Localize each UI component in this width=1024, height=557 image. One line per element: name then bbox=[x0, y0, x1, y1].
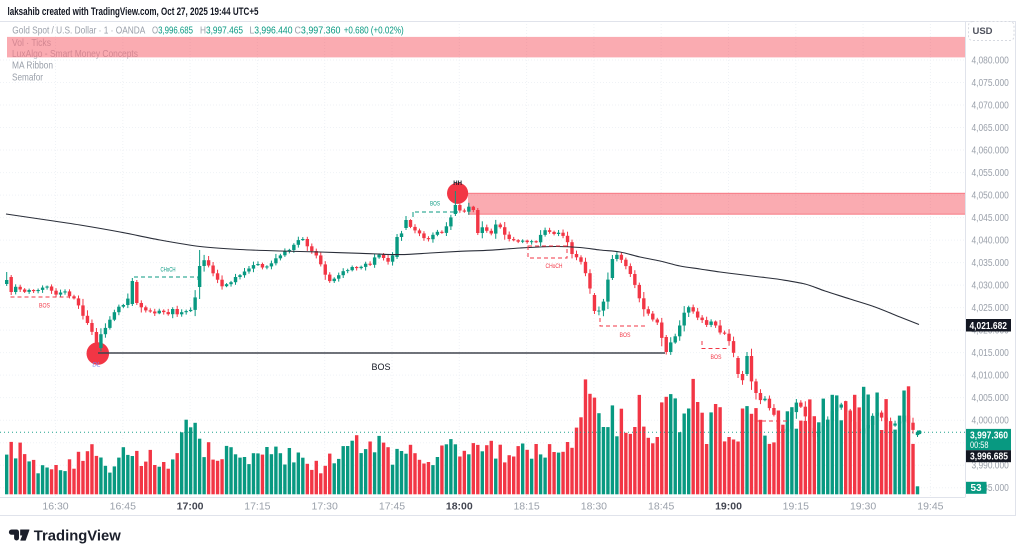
svg-text:4,021.682: 4,021.682 bbox=[970, 321, 1008, 332]
svg-text:4,065.000: 4,065.000 bbox=[972, 123, 1010, 134]
svg-text:3,997.360: 3,997.360 bbox=[970, 430, 1008, 441]
svg-text:3,996.685: 3,996.685 bbox=[970, 452, 1008, 463]
svg-text:4,070.000: 4,070.000 bbox=[972, 101, 1010, 112]
svg-text:BOS: BOS bbox=[430, 202, 440, 208]
svg-text:BOS: BOS bbox=[371, 362, 390, 372]
svg-text:4,045.000: 4,045.000 bbox=[972, 213, 1010, 224]
svg-text:H3,997.465: H3,997.465 bbox=[200, 25, 243, 37]
svg-text:17:45: 17:45 bbox=[379, 501, 405, 513]
svg-text:4,055.000: 4,055.000 bbox=[972, 168, 1010, 179]
svg-text:4,075.000: 4,075.000 bbox=[972, 78, 1010, 89]
svg-text:4,030.000: 4,030.000 bbox=[972, 281, 1010, 292]
svg-text:CHoCH: CHoCH bbox=[546, 264, 563, 270]
svg-text:C3,997.360: C3,997.360 bbox=[295, 25, 341, 37]
svg-text:4,010.000: 4,010.000 bbox=[972, 371, 1010, 382]
svg-text:19:15: 19:15 bbox=[783, 501, 809, 513]
svg-text:19:30: 19:30 bbox=[850, 501, 876, 513]
svg-text:O3,996.685: O3,996.685 bbox=[152, 25, 193, 37]
svg-text:Gold Spot / U.S. Dollar · 1 ·: Gold Spot / U.S. Dollar · 1 · OANDA bbox=[12, 25, 145, 37]
svg-text:4,050.000: 4,050.000 bbox=[972, 191, 1010, 202]
svg-text:LuxAlgo - Smart Money Concepts: LuxAlgo - Smart Money Concepts bbox=[12, 48, 138, 60]
svg-text:4,015.000: 4,015.000 bbox=[972, 348, 1010, 359]
svg-text:BOS: BOS bbox=[39, 304, 50, 310]
svg-text:19:45: 19:45 bbox=[917, 501, 943, 513]
svg-text:4,025.000: 4,025.000 bbox=[972, 303, 1010, 314]
svg-text:53: 53 bbox=[970, 483, 982, 494]
svg-text:4,080.000: 4,080.000 bbox=[972, 56, 1010, 67]
svg-text:HH: HH bbox=[453, 181, 462, 187]
svg-text:L3,996.440: L3,996.440 bbox=[250, 25, 293, 37]
svg-text:16:30: 16:30 bbox=[42, 501, 68, 513]
svg-text:USD: USD bbox=[972, 26, 992, 37]
svg-text:16:45: 16:45 bbox=[110, 501, 136, 513]
svg-text:4,060.000: 4,060.000 bbox=[972, 146, 1010, 157]
svg-text:Semafor: Semafor bbox=[12, 72, 43, 84]
svg-text:4,035.000: 4,035.000 bbox=[972, 258, 1010, 269]
svg-text:3,985.000: 3,985.000 bbox=[972, 483, 1010, 494]
svg-text:00:58: 00:58 bbox=[970, 440, 989, 451]
svg-text:18:45: 18:45 bbox=[648, 501, 674, 513]
svg-text:4,005.000: 4,005.000 bbox=[972, 393, 1010, 404]
svg-text:18:15: 18:15 bbox=[513, 501, 539, 513]
svg-text:3,990.000: 3,990.000 bbox=[972, 461, 1010, 472]
svg-text:laksahib created with TradingV: laksahib created with TradingView.com, O… bbox=[8, 6, 259, 18]
svg-text:TradingView: TradingView bbox=[34, 528, 122, 544]
svg-text:4,040.000: 4,040.000 bbox=[972, 236, 1010, 247]
svg-text:17:15: 17:15 bbox=[244, 501, 270, 513]
svg-text:BOS: BOS bbox=[711, 355, 722, 361]
svg-text:18:00: 18:00 bbox=[446, 501, 473, 513]
svg-text:17:30: 17:30 bbox=[312, 501, 338, 513]
svg-text:MA Ribbon: MA Ribbon bbox=[12, 60, 53, 72]
svg-text:19:00: 19:00 bbox=[715, 501, 742, 513]
svg-text:18:30: 18:30 bbox=[581, 501, 607, 513]
svg-text:4,000.000: 4,000.000 bbox=[972, 416, 1010, 427]
svg-text:BOS: BOS bbox=[620, 333, 631, 339]
svg-text:+0.680 (+0.02%): +0.680 (+0.02%) bbox=[344, 25, 404, 37]
svg-text:Vol · Ticks: Vol · Ticks bbox=[12, 37, 51, 49]
svg-text:DL: DL bbox=[92, 362, 101, 369]
svg-text:CHoCH: CHoCH bbox=[161, 268, 176, 274]
svg-text:17:00: 17:00 bbox=[177, 501, 204, 513]
